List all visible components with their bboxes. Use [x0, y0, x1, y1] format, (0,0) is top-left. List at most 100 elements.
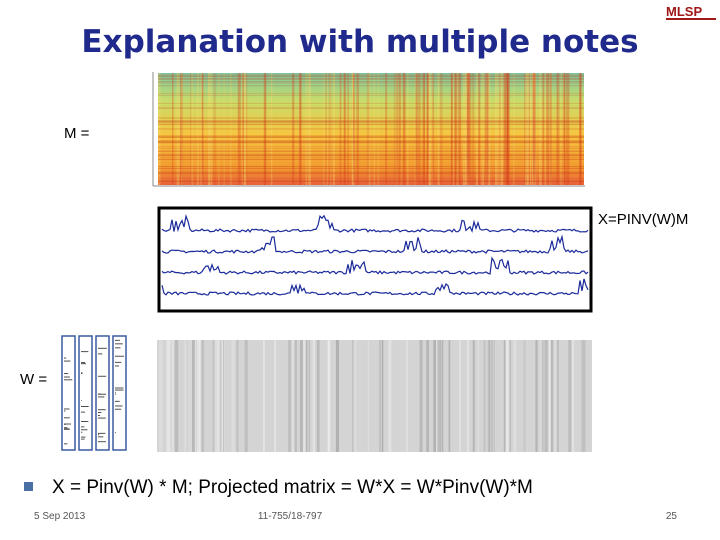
spectrogram-axis	[152, 72, 585, 187]
band	[158, 140, 584, 142]
stripe	[201, 73, 204, 185]
stripe	[579, 73, 581, 185]
gray-stripe	[337, 340, 339, 452]
stripe	[478, 73, 481, 185]
gray-stripe	[491, 340, 493, 452]
gray-stripe	[220, 340, 225, 452]
stripe	[472, 73, 475, 185]
stripe	[366, 73, 370, 185]
band	[158, 92, 584, 94]
stripe	[158, 73, 161, 185]
gray-stripe	[535, 340, 538, 452]
stripe	[451, 73, 455, 185]
w-columns	[61, 335, 127, 451]
stripe	[503, 73, 506, 185]
stripe	[556, 73, 560, 185]
spectrogram-texture	[158, 73, 584, 185]
gray-stripe	[294, 340, 297, 452]
gray-stripe	[467, 340, 470, 452]
gray-stripe	[312, 340, 316, 452]
stripe	[451, 73, 453, 185]
stripe	[542, 73, 545, 185]
stripe	[469, 73, 472, 185]
w-label: W =	[20, 371, 47, 388]
gray-stripe	[493, 340, 495, 452]
stripe	[437, 73, 440, 185]
projection-texture	[159, 340, 586, 452]
stripe	[352, 73, 355, 185]
curve	[161, 278, 589, 296]
stripe	[190, 73, 193, 185]
bullet-text: X = Pinv(W) * M; Projected matrix = W*X …	[52, 477, 533, 498]
stripe	[543, 73, 545, 185]
gray-stripe	[477, 340, 479, 452]
stripe	[458, 73, 461, 185]
gray-stripe	[367, 340, 370, 452]
gray-stripe	[184, 340, 186, 452]
stripe	[309, 73, 311, 185]
stripe	[487, 73, 491, 185]
band	[158, 94, 584, 96]
gray-stripe	[551, 340, 554, 452]
w-column	[78, 335, 93, 451]
stripe	[400, 73, 402, 185]
gray-stripe	[541, 340, 544, 452]
stripe	[414, 73, 418, 185]
gray-stripe	[292, 340, 295, 452]
stripe	[579, 73, 582, 185]
stripe	[176, 73, 178, 185]
stripe	[464, 73, 468, 185]
logo: MLSP	[666, 4, 716, 20]
stripe	[402, 73, 406, 185]
gray-stripe	[549, 340, 551, 452]
stripe	[498, 73, 500, 185]
gray-stripe	[336, 340, 339, 452]
stripe	[450, 73, 453, 185]
stripe	[192, 73, 194, 185]
gray-stripe	[540, 340, 542, 452]
gray-stripe	[437, 340, 442, 452]
gray-stripe	[419, 340, 423, 452]
stripe	[245, 73, 248, 185]
stripe	[423, 73, 425, 185]
gray-stripe	[335, 340, 340, 452]
stripe	[422, 73, 426, 185]
gray-stripe	[522, 340, 527, 452]
stripe	[385, 73, 388, 185]
footer-page: 25	[666, 511, 678, 522]
stripe	[292, 73, 295, 185]
gray-stripe	[554, 340, 558, 452]
gray-stripe	[505, 340, 510, 452]
gray-stripe	[433, 340, 437, 452]
stripe	[230, 73, 232, 185]
stripe	[562, 73, 566, 185]
gray-stripe	[262, 340, 265, 452]
gray-stripe	[236, 340, 239, 452]
gray-stripe	[388, 340, 392, 452]
stripe	[556, 73, 559, 185]
stripe	[243, 73, 247, 185]
band	[158, 82, 584, 84]
stripe	[351, 73, 354, 185]
gray-stripe	[556, 340, 559, 452]
band	[158, 177, 584, 179]
gray-stripe	[441, 340, 444, 452]
band	[158, 167, 584, 169]
stripe	[559, 73, 563, 185]
band	[158, 102, 584, 104]
stripe	[532, 73, 534, 185]
stripe	[485, 73, 488, 185]
stripe	[395, 73, 398, 185]
stripe	[263, 73, 267, 185]
gray-stripe	[513, 340, 517, 452]
stripe	[549, 73, 552, 185]
stripe	[500, 73, 504, 185]
stripe	[190, 73, 192, 185]
stripe	[369, 73, 371, 185]
stripe	[415, 73, 418, 185]
band	[158, 106, 584, 108]
stripe	[211, 73, 213, 185]
m-label: M =	[64, 125, 90, 142]
stripe	[456, 73, 459, 185]
gray-stripe	[216, 340, 221, 452]
